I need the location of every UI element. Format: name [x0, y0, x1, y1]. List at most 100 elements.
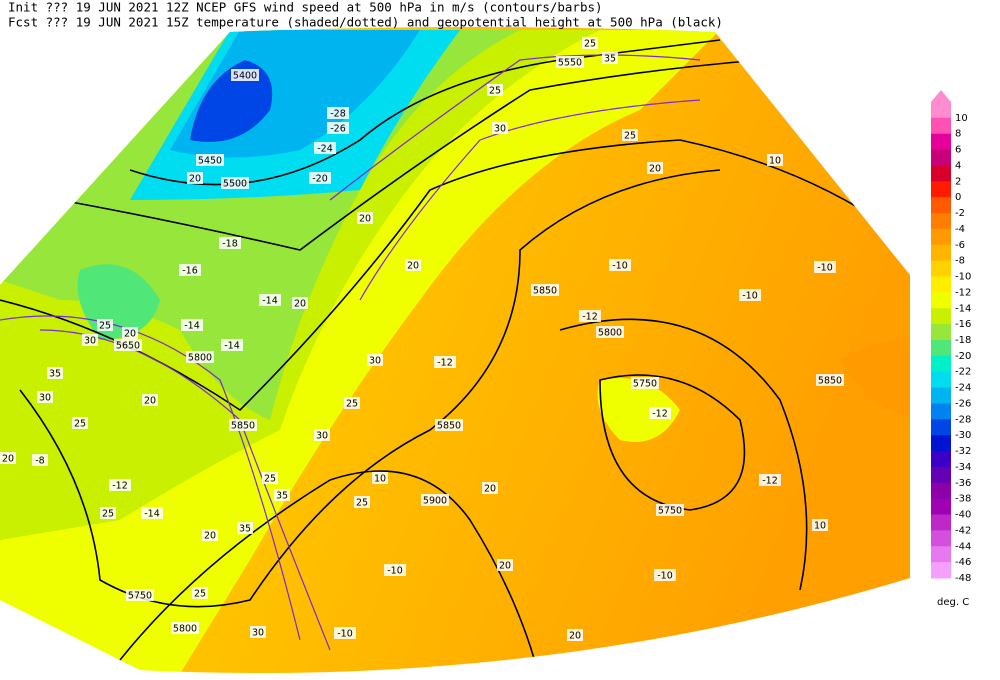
contour-label: -14 [262, 296, 278, 307]
contour-label: -12 [652, 409, 668, 420]
map-shading [0, 27, 910, 674]
label-box [187, 172, 203, 184]
contour-label: -28 [330, 109, 346, 120]
label-box [142, 394, 158, 406]
contour-label: 30 [316, 431, 328, 442]
colorbar-label: -14 [955, 303, 971, 314]
label-box [602, 52, 618, 64]
contour-label: 20 [569, 631, 581, 642]
label-box [47, 367, 63, 379]
colorbar-label: -8 [955, 256, 965, 267]
contour-label: -10 [657, 571, 673, 582]
contour-label: 25 [194, 589, 206, 600]
colorbar-label: -16 [955, 319, 971, 330]
contour-label: 25 [356, 498, 368, 509]
contour-label: -10 [742, 291, 758, 302]
label-box [202, 529, 218, 541]
contour-label: -14 [224, 341, 240, 352]
colorbar-label: -40 [955, 510, 971, 521]
contour-label: 35 [49, 369, 61, 380]
label-box [497, 559, 513, 571]
colorbar-swatch [931, 514, 951, 531]
label-box [372, 472, 388, 484]
contour-label: -10 [387, 566, 403, 577]
contour-label: 25 [74, 419, 86, 430]
label-box [100, 507, 116, 519]
colorbar-label: -48 [955, 573, 971, 584]
label-box [186, 351, 214, 363]
label-box [579, 310, 601, 322]
label-box [181, 319, 203, 331]
contour-label: 10 [814, 521, 826, 532]
colorbar: 10 8 6 4 2 0 -2 -4 -6 -8 -10 -12 -14 -16 -18 -20 -22 -24 -… [931, 90, 971, 584]
label-box [141, 507, 163, 519]
colorbar-swatch [931, 340, 951, 357]
contour-label: 25 [102, 509, 114, 520]
label-box [219, 237, 241, 249]
label-box [292, 297, 308, 309]
label-box [229, 419, 257, 431]
label-box [259, 294, 281, 306]
contour-label: 25 [624, 131, 636, 142]
contour-label: -14 [184, 321, 200, 332]
contour-label: 30 [39, 393, 51, 404]
label-box [434, 356, 456, 368]
label-box [492, 122, 508, 134]
label-box [759, 474, 781, 486]
colorbar-label: -36 [955, 478, 971, 489]
label-box [231, 69, 259, 81]
colorbar-label: -26 [955, 398, 971, 409]
colorbar-swatch [931, 419, 951, 436]
colorbar-label: -18 [955, 335, 971, 346]
colorbar-swatch [931, 165, 951, 182]
header-line: Fcst ??? 19 JUN 2021 15Z temperature (sh… [8, 15, 723, 30]
label-box [334, 627, 356, 639]
label-box [309, 172, 331, 184]
colorbar-label: 8 [955, 129, 961, 140]
colorbar-swatch [931, 197, 951, 214]
contour-label: -26 [330, 124, 346, 135]
contour-label: -8 [35, 456, 44, 467]
label-box [37, 391, 53, 403]
label-box [767, 154, 783, 166]
colorbar-label: 2 [955, 176, 961, 187]
label-box [314, 429, 330, 441]
label-box [179, 264, 201, 276]
label-box [327, 122, 349, 134]
label-box [482, 482, 498, 494]
contour-label: -14 [144, 509, 160, 520]
colorbar-swatch [931, 228, 951, 246]
label-box [367, 354, 383, 366]
label-box [262, 472, 278, 484]
colorbar-label: -30 [955, 430, 971, 441]
colorbar-label: -22 [955, 367, 971, 378]
label-box [405, 259, 421, 271]
contour-label: 5400 [233, 71, 257, 82]
label-box [221, 177, 249, 189]
label-box [816, 374, 844, 386]
colorbar-label: -46 [955, 557, 971, 568]
colorbar-swatch [931, 562, 951, 579]
colorbar-swatch [931, 546, 951, 563]
label-box [814, 261, 836, 273]
label-box [567, 629, 583, 641]
colorbar-label: 6 [955, 145, 961, 156]
contour-label: 20 [189, 174, 201, 185]
colorbar-label: -20 [955, 351, 971, 362]
label-box [596, 326, 624, 338]
colorbar-swatch [931, 371, 951, 389]
label-box [72, 417, 88, 429]
label-box [531, 284, 559, 296]
colorbar-swatch [931, 530, 951, 547]
contour-label: -18 [222, 239, 238, 250]
label-box [32, 454, 48, 466]
contour-label: 5650 [116, 341, 140, 352]
legend-unit: deg. C [937, 597, 969, 608]
contour-label: 30 [494, 124, 506, 135]
label-box [582, 37, 598, 49]
label-box [274, 489, 290, 501]
colorbar-label: -4 [955, 224, 965, 235]
contour-label: 25 [99, 321, 111, 332]
colorbar-label: 10 [955, 113, 968, 124]
